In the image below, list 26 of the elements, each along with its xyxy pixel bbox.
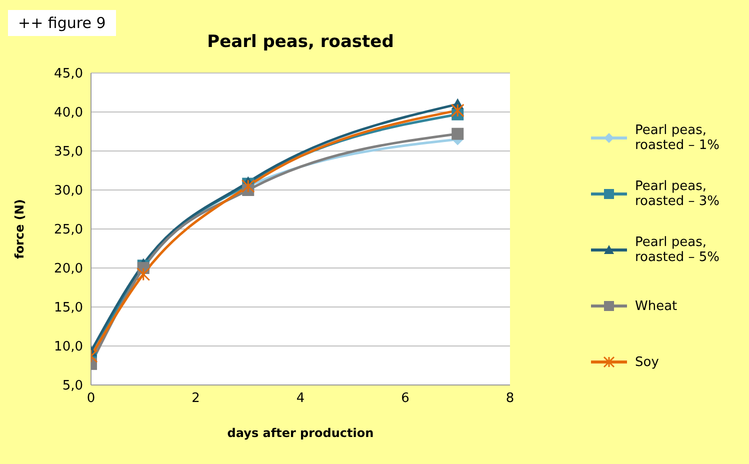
legend-label: Wheat xyxy=(635,298,678,314)
y-tick-label: 45,0 xyxy=(54,66,83,82)
text: ++ figure 9 xyxy=(8,10,116,36)
x-tick-label: 0 xyxy=(86,391,96,406)
y-tick-label: 20,0 xyxy=(54,262,83,277)
legend-label: Soy xyxy=(635,354,660,370)
legend-label: Pearl peas, roasted – 1% xyxy=(635,123,720,153)
y-tick-label: 40,0 xyxy=(54,106,83,121)
legend-label: Pearl peas, roasted – 3% xyxy=(635,179,720,209)
legend-label: Pearl peas, roasted – 5% xyxy=(635,235,720,265)
x-tick-label: 4 xyxy=(296,391,305,406)
y-tick-label: 10,0 xyxy=(54,340,83,355)
x-tick-label: 8 xyxy=(506,391,514,406)
y-tick-label: 25,0 xyxy=(54,222,83,238)
y-tick-label: 30,0 xyxy=(54,184,83,199)
y-axis-title: force (N) xyxy=(12,199,26,259)
y-tick-label: 15,0 xyxy=(54,300,83,316)
x-axis-title: days after production xyxy=(227,426,374,440)
x-tick-label: 6 xyxy=(401,391,410,406)
point xyxy=(450,104,464,118)
chart-title: Pearl peas, roasted xyxy=(206,32,395,52)
y-tick-label: 5,0 xyxy=(62,378,83,394)
x-tick-label: 2 xyxy=(192,391,200,406)
point xyxy=(136,267,150,281)
point xyxy=(452,128,464,140)
y-tick-label: 35,0 xyxy=(54,144,83,160)
